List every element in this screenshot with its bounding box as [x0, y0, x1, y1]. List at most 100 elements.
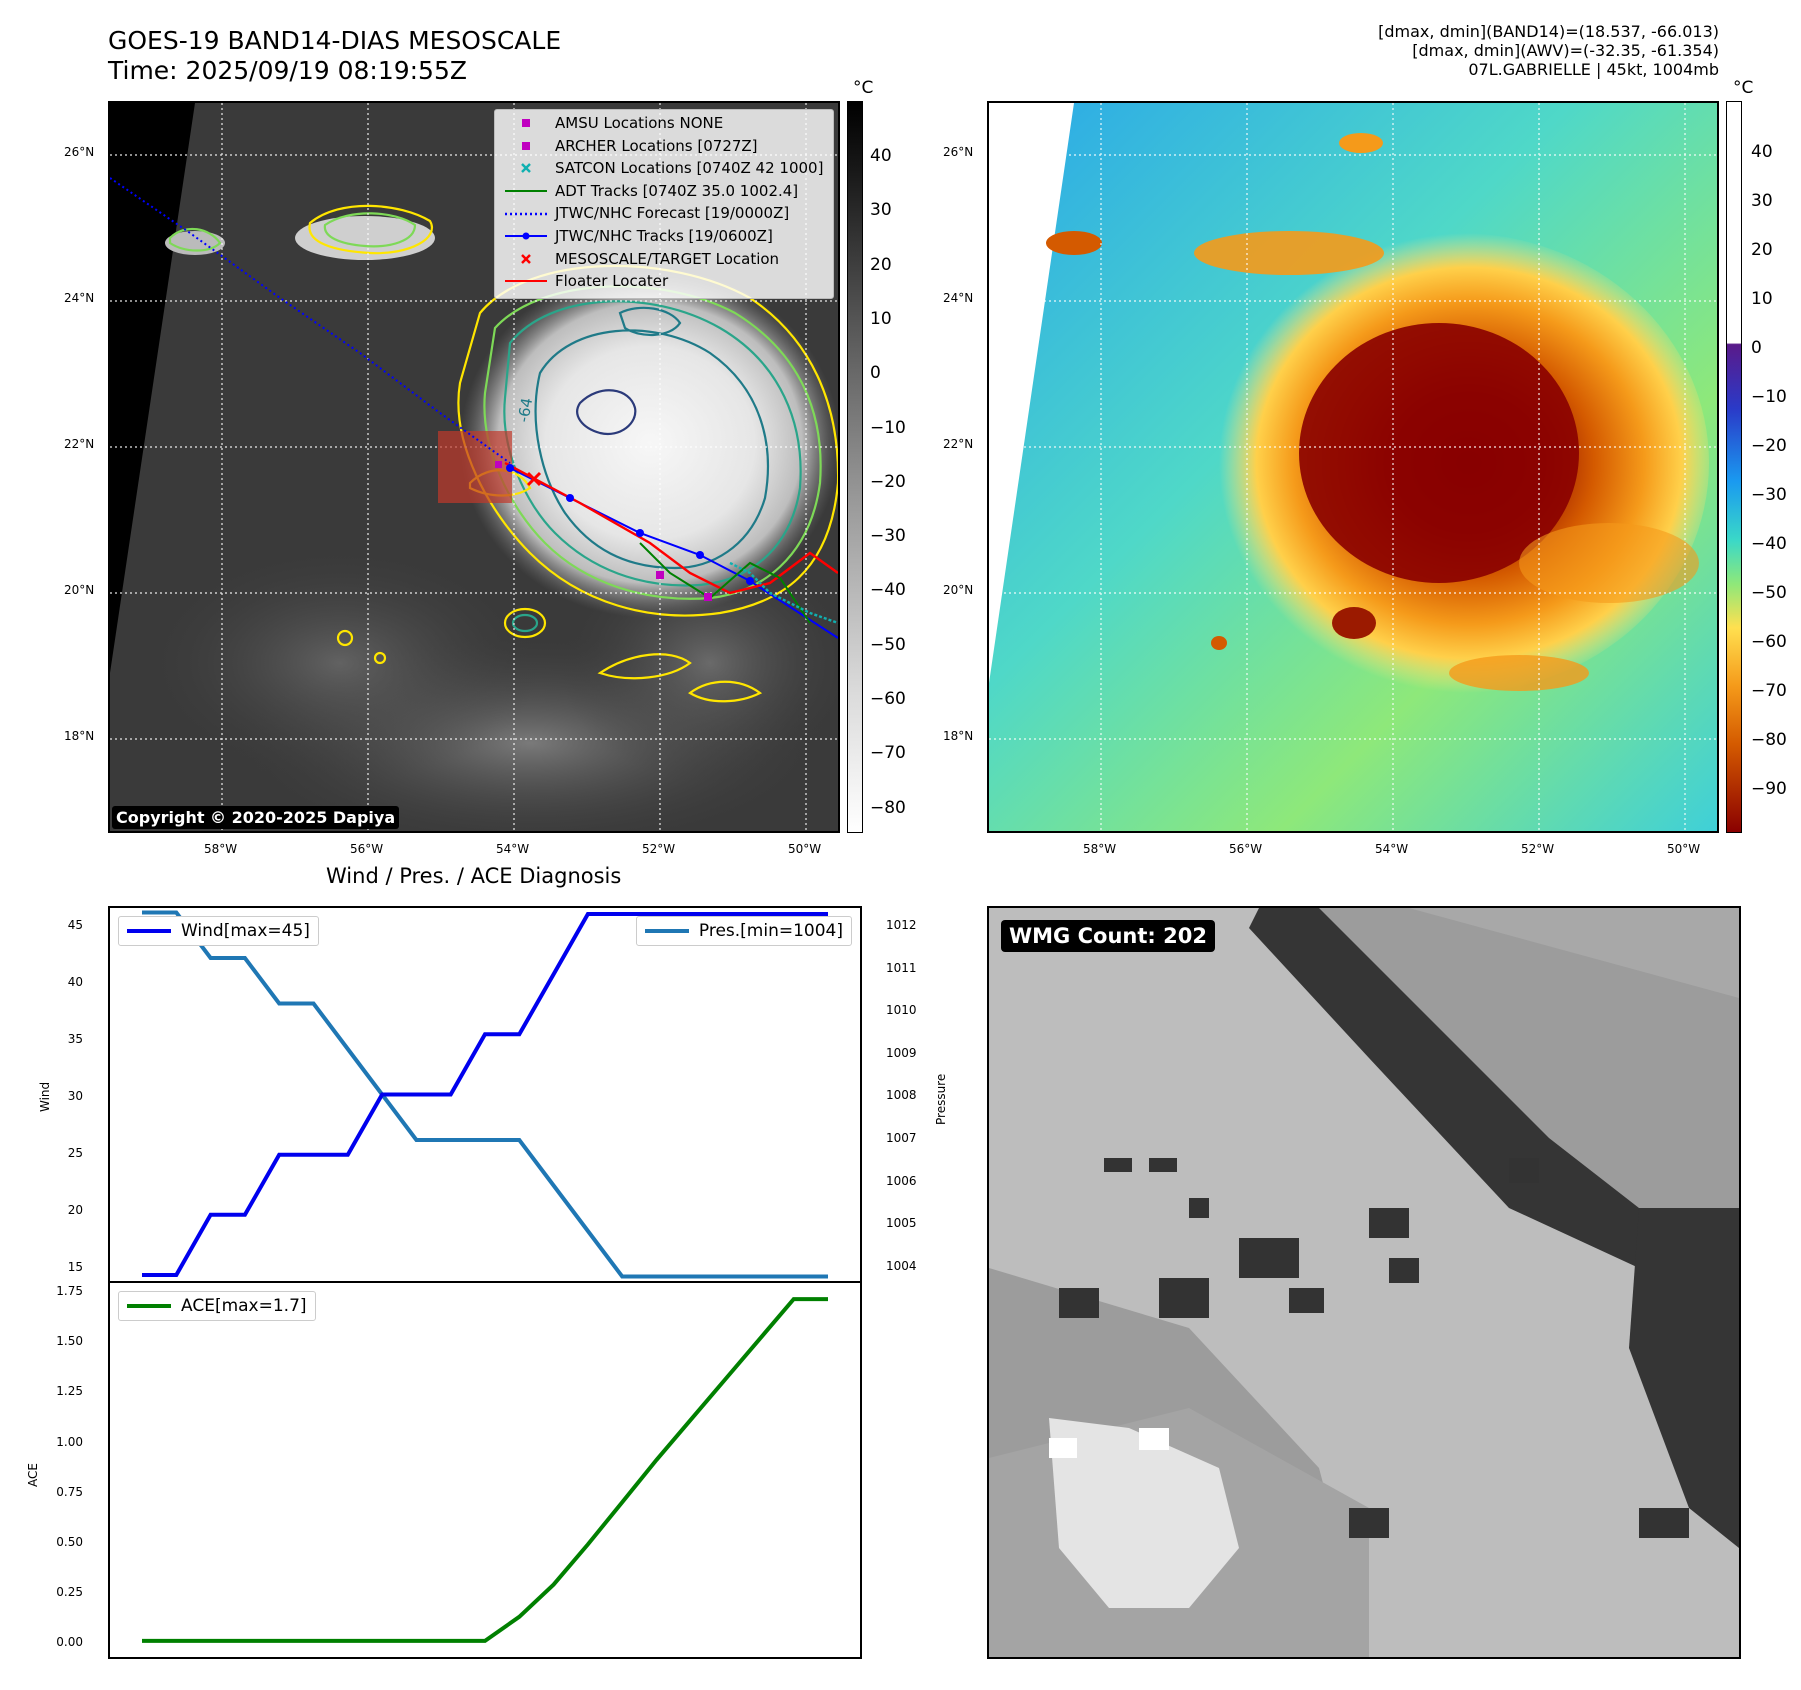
dias-lon-label-52w: 52°W	[1521, 842, 1555, 856]
legend-row: ADT Tracks [0740Z 35.0 1002.4]	[503, 180, 825, 203]
pressure-axis-tick: 1009	[886, 1045, 917, 1060]
lon-label-54w: 54°W	[496, 842, 530, 856]
lat-label-18n: 18°N	[64, 729, 95, 743]
legend-label: AMSU Locations NONE	[555, 114, 724, 132]
wmg-panel[interactable]: WMG Count: 202	[987, 906, 1741, 1659]
left-colorbar-tick: 20	[870, 254, 892, 275]
ace-legend-label: ACE[max=1.7]	[181, 1296, 307, 1316]
dias-lon-label-58w: 58°W	[1083, 842, 1117, 856]
wmg-count-badge: WMG Count: 202	[1001, 920, 1215, 952]
left-colorbar-tick: −80	[870, 797, 906, 818]
pressure-axis-tick: 1005	[886, 1216, 917, 1231]
map-legend[interactable]: AMSU Locations NONE ARCHER Locations [072…	[494, 109, 834, 299]
right-colorbar-tick: −50	[1751, 583, 1787, 603]
target-marker	[526, 471, 542, 487]
wind-pressure-plot	[141, 910, 829, 1279]
wind-pressure-chart[interactable]: Wind[max=45] Pres.[min=1004]	[108, 906, 862, 1283]
dias-map[interactable]	[987, 101, 1719, 833]
left-colorbar-tick: −70	[870, 743, 906, 764]
wind-legend: Wind[max=45]	[118, 916, 319, 946]
right-colorbar-tick: 30	[1751, 191, 1773, 211]
ace-legend-line	[127, 1304, 171, 1308]
dias-lat-label-18n: 18°N	[943, 729, 974, 743]
pressure-legend-line	[644, 929, 689, 933]
floater-locater-track	[504, 461, 838, 595]
legend-label: JTWC/NHC Forecast [19/0000Z]	[555, 204, 790, 223]
wind-axis-tick: 25	[67, 1146, 83, 1160]
dias-lat-label-20n: 20°N	[943, 583, 974, 597]
legend-label: SATCON Locations [0740Z 42 1000]	[555, 159, 824, 178]
pressure-axis-tick: 1007	[886, 1131, 917, 1145]
left-colorbar-tick: 40	[870, 146, 892, 166]
right-colorbar-tick: 10	[1751, 289, 1773, 309]
info-storm: 07L.GABRIELLE | 45kt, 1004mb	[1468, 60, 1719, 79]
legend-label: MESOSCALE/TARGET Location	[555, 249, 780, 268]
left-colorbar-tick: 30	[870, 200, 892, 221]
legend-label: Floater Locater	[555, 272, 669, 291]
wind-axis-tick: 15	[67, 1260, 83, 1274]
left-colorbar-tick: −50	[870, 634, 906, 655]
right-colorbar-tick: −20	[1751, 436, 1787, 456]
legend-label: ARCHER Locations [0727Z]	[555, 136, 758, 155]
dias-lat-label-22n: 22°N	[943, 437, 974, 451]
wind-axis-tick: 20	[67, 1203, 83, 1217]
ace-chart[interactable]: ACE[max=1.7]	[108, 1281, 862, 1659]
legend-row: JTWC/NHC Tracks [19/0600Z]	[503, 225, 825, 248]
left-colorbar-tick: −10	[870, 417, 906, 438]
left-colorbar-unit: °C	[853, 78, 874, 98]
ace-series-line	[142, 1297, 828, 1643]
legend-marker-square	[503, 139, 549, 153]
legend-marker-dotted	[503, 207, 549, 221]
right-colorbar-tick: −40	[1751, 534, 1787, 554]
ace-axis-tick: 1.50	[56, 1334, 83, 1349]
pressure-series-line	[142, 910, 828, 1279]
right-colorbar-tick: −10	[1751, 387, 1787, 407]
pressure-axis-tick: 1008	[886, 1088, 917, 1103]
info-awv-range: [dmax, dmin](AWV)=(-32.35, -61.354)	[1412, 41, 1719, 60]
pressure-axis-tick: 1006	[886, 1173, 917, 1188]
right-colorbar-tick: −90	[1751, 779, 1787, 799]
wind-legend-line	[127, 929, 171, 933]
left-colorbar-tick: −20	[870, 471, 906, 492]
pressure-axis-tick: 1010	[886, 1003, 917, 1018]
lat-label-20n: 20°N	[64, 583, 95, 597]
legend-marker-line	[503, 274, 549, 288]
diagnosis-title: Wind / Pres. / ACE Diagnosis	[326, 864, 622, 888]
left-colorbar-tick: 10	[870, 308, 892, 329]
left-colorbar	[847, 101, 863, 833]
legend-marker-x	[503, 161, 549, 175]
legend-row: JTWC/NHC Forecast [19/0000Z]	[503, 202, 825, 225]
legend-marker-square	[503, 116, 549, 130]
dias-lat-label-26n: 26°N	[943, 145, 974, 159]
wind-axis-tick: 45	[67, 918, 83, 932]
right-colorbar-tick: 0	[1751, 338, 1762, 358]
pressure-axis-tick: 1004	[886, 1258, 917, 1273]
info-block: [dmax, dmin](BAND14)=(18.537, -66.013) […	[1378, 22, 1719, 79]
dias-gridlines	[989, 103, 1717, 831]
contour-label: -64	[514, 396, 536, 423]
lon-label-56w: 56°W	[350, 842, 384, 856]
right-colorbar-tick: 20	[1751, 240, 1773, 260]
left-colorbar-tick: −30	[870, 526, 906, 547]
right-colorbar	[1726, 101, 1742, 833]
dias-lon-label-56w: 56°W	[1229, 842, 1263, 856]
pressure-axis-label: Pressure	[934, 1073, 948, 1125]
wmg-image	[989, 908, 1739, 1657]
legend-row: MESOSCALE/TARGET Location	[503, 248, 825, 271]
legend-marker-line-dot	[503, 229, 549, 243]
wind-axis-tick: 30	[67, 1089, 83, 1103]
dias-lon-label-54w: 54°W	[1375, 842, 1409, 856]
right-colorbar-tick: 40	[1751, 142, 1773, 162]
ace-axis-tick: 0.00	[56, 1635, 83, 1650]
pressure-axis-tick: 1012	[886, 918, 917, 932]
satcon-track	[729, 561, 838, 625]
ace-axis-tick: 1.25	[56, 1384, 83, 1399]
legend-label: JTWC/NHC Tracks [19/0600Z]	[555, 226, 773, 245]
band14-map[interactable]: -64 AMSU Locations NONE ARCHER Locations …	[108, 101, 840, 833]
dias-lon-label-50w: 50°W	[1667, 842, 1701, 856]
info-band14-range: [dmax, dmin](BAND14)=(18.537, -66.013)	[1378, 22, 1719, 41]
legend-row: Floater Locater	[503, 270, 825, 293]
ace-plot	[141, 1297, 829, 1643]
dias-lat-label-24n: 24°N	[943, 291, 974, 305]
lon-label-50w: 50°W	[788, 842, 822, 856]
